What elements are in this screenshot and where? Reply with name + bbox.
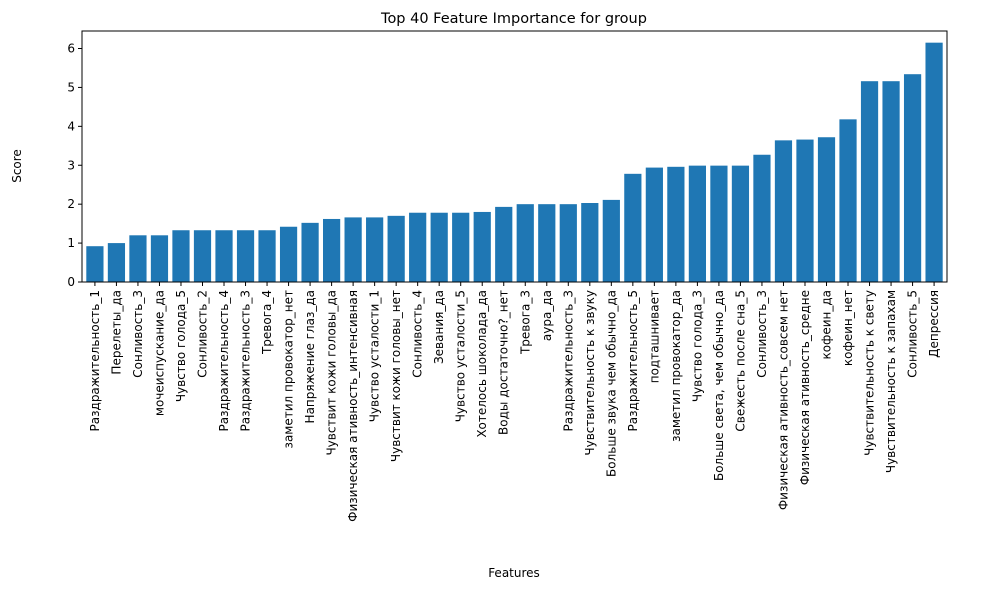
y-tick-label: 4: [67, 119, 75, 133]
x-tick-label: Раздражительность_4: [217, 290, 231, 431]
bar-1: [86, 246, 104, 282]
x-tick-label: аура_да: [540, 290, 554, 341]
bar-17: [430, 212, 448, 282]
x-tick-label: Сонливость_2: [196, 290, 210, 378]
x-tick-label: Чувство усталости_5: [454, 290, 468, 422]
x-tick-label: Раздражительность_3: [561, 290, 575, 431]
x-tick-label: Чувствит кожи головы_да: [325, 290, 339, 456]
x-tick-label: Сонливость_3: [131, 290, 145, 378]
bar-27: [645, 167, 663, 282]
x-tick-label: заметил провокатор_да: [669, 290, 683, 442]
x-tick-label: кофеин_да: [820, 290, 834, 360]
y-tick-label: 6: [67, 42, 75, 56]
x-tick-label: Напряжение глаз_да: [303, 290, 317, 423]
x-tick-label: Физическая ативность_средне: [798, 290, 812, 485]
bar-4: [150, 235, 169, 282]
x-tick-label: Депрессия: [927, 290, 941, 358]
bar-21: [516, 204, 534, 282]
x-tick-label: Воды достаточно?_нет: [497, 290, 511, 435]
x-tick-label: Больше звука чем обычно_да: [604, 290, 618, 477]
bar-36: [839, 119, 857, 282]
bar-12: [323, 218, 341, 282]
x-tick-label: Сонливость_5: [906, 290, 920, 378]
bar-25: [602, 199, 620, 282]
x-tick-label: Чувствительность к свету: [863, 290, 877, 456]
bar-6: [193, 230, 212, 282]
x-tick-label: Чувство голода_3: [690, 290, 704, 402]
x-axis-title: Features: [488, 566, 540, 580]
y-tick-label: 1: [67, 236, 75, 250]
x-tick-label: Тревога_3: [518, 290, 532, 355]
bar-38: [882, 81, 900, 282]
x-tick-label: Больше света, чем обычно_да: [712, 290, 726, 481]
x-tick-label: Раздражительность_5: [626, 290, 640, 431]
bar-7: [215, 230, 233, 282]
x-tick-label: Сонливость_3: [755, 290, 769, 378]
bar-15: [387, 215, 405, 282]
x-tick-label: Раздражительность_3: [239, 290, 253, 431]
bar-32: [753, 154, 771, 282]
bar-28: [667, 166, 685, 282]
bar-20: [495, 206, 513, 282]
bar-31: [731, 165, 750, 282]
y-tick-label: 0: [67, 275, 75, 289]
y-tick-label: 3: [67, 158, 75, 172]
chart-title: Top 40 Feature Importance for group: [380, 11, 647, 27]
x-tick-label: заметил провокатор_нет: [282, 290, 296, 448]
bar-35: [817, 137, 836, 282]
bar-14: [366, 217, 384, 282]
x-tick-label: подташнивает: [647, 290, 661, 383]
bar-16: [409, 212, 427, 282]
bar-5: [172, 230, 190, 282]
bar-33: [774, 140, 793, 282]
bar-34: [796, 139, 814, 282]
bar-29: [688, 165, 706, 282]
x-tick-label: Чувствит кожи головы_нет: [389, 290, 403, 462]
y-axis-title: Score: [10, 149, 24, 183]
bar-23: [559, 204, 577, 282]
bar-40: [925, 42, 943, 282]
x-tick-label: Перелеты_да: [109, 290, 123, 375]
bar-13: [344, 217, 362, 282]
x-tick-label: Свежесть после сна_5: [733, 290, 747, 432]
bar-22: [538, 204, 556, 282]
bar-18: [452, 212, 470, 282]
x-tick-label: Физическая ативность_совсем нет: [776, 290, 790, 510]
x-tick-label: кофеин_нет: [841, 290, 855, 366]
x-tick-label: Сонливость_4: [411, 290, 425, 378]
bar-10: [279, 226, 298, 282]
bar-37: [860, 81, 879, 282]
bar-39: [903, 74, 922, 282]
x-axis: Раздражительность_1 Перелеты_да Сонливость…: [88, 282, 941, 522]
x-tick-label: Чувствительность к запахам: [884, 290, 898, 473]
y-tick-label: 2: [67, 197, 75, 211]
bar-26: [624, 173, 642, 282]
bar-19: [473, 211, 491, 282]
x-tick-label: Чувствительность к звуку: [583, 290, 597, 456]
bar-24: [581, 203, 599, 282]
x-tick-label: Физическая ативность_интенсивная: [346, 290, 360, 522]
x-tick-label: мочеиспускание_да: [152, 290, 166, 416]
x-tick-label: Чувство усталости_1: [368, 290, 382, 422]
y-axis: 0 1 2 3 4 5 6: [67, 42, 82, 289]
x-tick-label: Тревога_4: [260, 290, 274, 355]
x-tick-label: Чувство голода_5: [174, 290, 188, 402]
bar-11: [301, 222, 319, 282]
y-tick-label: 5: [67, 80, 75, 94]
x-tick-label: Раздражительность_1: [88, 290, 102, 431]
plot-frame: [81, 30, 948, 283]
bars-group: [86, 42, 943, 282]
bar-2: [107, 243, 126, 282]
bar-3: [129, 235, 147, 282]
x-tick-label: Зевания_да: [432, 290, 446, 364]
bar-30: [710, 165, 728, 282]
bar-8: [236, 230, 255, 282]
x-tick-label: Хотелось шоколада_да: [475, 290, 489, 438]
bar-9: [258, 230, 276, 282]
